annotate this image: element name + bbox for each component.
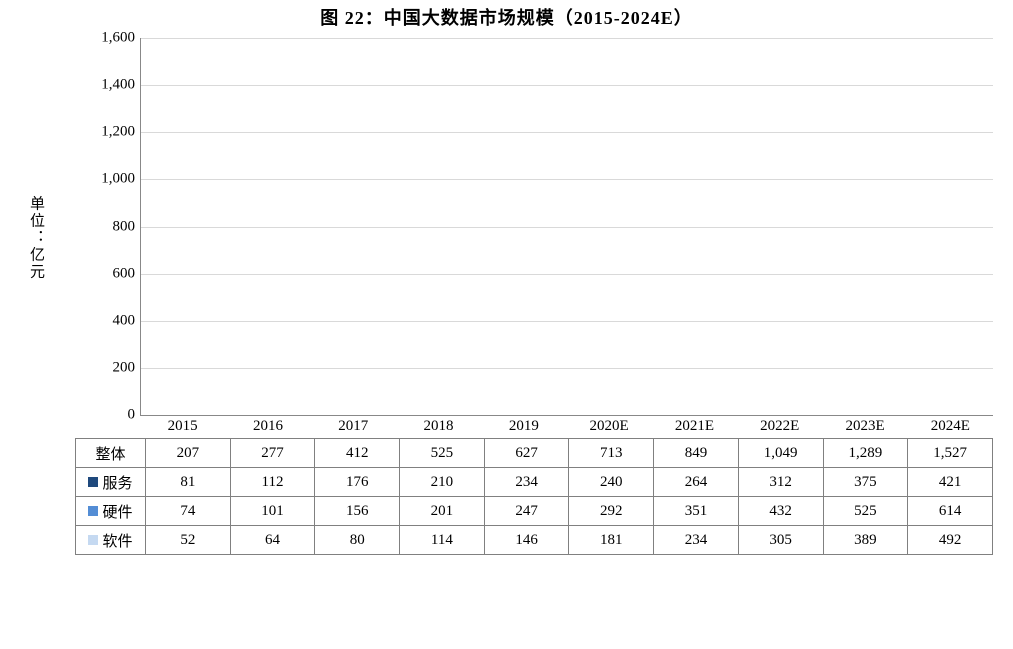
x-tick-label: 2020E [566,416,651,438]
table-cell: 305 [738,526,823,555]
table-cell: 277 [230,439,315,468]
x-tick-label: 2024E [908,416,993,438]
x-tick-label: 2018 [396,416,481,438]
y-tick-label: 600 [113,265,142,282]
table-cell: 351 [654,497,739,526]
table-cell: 525 [823,497,908,526]
table-row-header: 整体 [76,439,146,468]
table-cell: 389 [823,526,908,555]
table-cell: 52 [146,526,231,555]
gridline [141,85,993,86]
table-cell: 201 [400,497,485,526]
table-cell: 80 [315,526,400,555]
gridline [141,179,993,180]
y-axis-label: 单位：亿元 [26,196,47,281]
table-cell: 525 [400,439,485,468]
x-tick-label: 2015 [140,416,225,438]
table-cell: 210 [400,468,485,497]
plot-region: 02004006008001,0001,2001,4001,600 [140,38,993,416]
legend-swatch [88,535,98,545]
gridline [141,321,993,322]
table-cell: 234 [654,526,739,555]
x-tick-label: 2022E [737,416,822,438]
table-cell: 849 [654,439,739,468]
table-cell: 114 [400,526,485,555]
table-row: 软件 526480114146181234305389492 [76,526,993,555]
legend-swatch [88,506,98,516]
table-cell: 412 [315,439,400,468]
table-cell: 614 [908,497,993,526]
x-tick-label: 2021E [652,416,737,438]
y-tick-label: 0 [128,407,142,424]
chart-area: 单位：亿元 02004006008001,0001,2001,4001,600 … [100,38,993,438]
table-cell: 713 [569,439,654,468]
y-tick-label: 200 [113,359,142,376]
x-axis-ticks: 201520162017201820192020E2021E2022E2023E… [140,416,993,438]
table-cell: 627 [484,439,569,468]
table-cell: 112 [230,468,315,497]
x-tick-label: 2016 [225,416,310,438]
gridline [141,38,993,39]
table-row-header: 软件 [76,526,146,555]
data-table: 整体2072774125256277138491,0491,2891,527服务… [75,438,993,555]
table-cell: 146 [484,526,569,555]
table-cell: 312 [738,468,823,497]
table-row-header: 硬件 [76,497,146,526]
x-tick-label: 2019 [481,416,566,438]
table-cell: 207 [146,439,231,468]
y-tick-label: 1,600 [101,30,141,47]
table-cell: 181 [569,526,654,555]
x-tick-label: 2023E [822,416,907,438]
y-tick-label: 1,200 [101,124,141,141]
table-row: 整体 2072774125256277138491,0491,2891,527 [76,439,993,468]
table-row: 服务 81112176210234240264312375421 [76,468,993,497]
table-row: 硬件 74101156201247292351432525614 [76,497,993,526]
y-tick-label: 800 [113,218,142,235]
gridline [141,368,993,369]
table-cell: 421 [908,468,993,497]
x-tick-label: 2017 [311,416,396,438]
gridline [141,274,993,275]
table-row-label: 软件 [102,534,132,550]
table-row-label: 硬件 [102,505,132,521]
table-cell: 1,527 [908,439,993,468]
table-cell: 264 [654,468,739,497]
table-cell: 492 [908,526,993,555]
table-cell: 240 [569,468,654,497]
table-cell: 101 [230,497,315,526]
table-cell: 432 [738,497,823,526]
y-tick-label: 1,000 [101,171,141,188]
chart-title: 图 22：中国大数据市场规模（2015-2024E） [0,0,1013,38]
y-tick-label: 400 [113,312,142,329]
table-cell: 64 [230,526,315,555]
legend-swatch [88,477,98,487]
table-cell: 234 [484,468,569,497]
table-cell: 292 [569,497,654,526]
table-cell: 74 [146,497,231,526]
gridline [141,132,993,133]
table-cell: 1,049 [738,439,823,468]
table-cell: 1,289 [823,439,908,468]
table-row-label: 整体 [95,447,125,463]
table-cell: 247 [484,497,569,526]
table-cell: 176 [315,468,400,497]
gridline [141,227,993,228]
y-tick-label: 1,400 [101,77,141,94]
table-cell: 156 [315,497,400,526]
table-cell: 81 [146,468,231,497]
table-cell: 375 [823,468,908,497]
table-row-header: 服务 [76,468,146,497]
table-row-label: 服务 [102,476,132,492]
